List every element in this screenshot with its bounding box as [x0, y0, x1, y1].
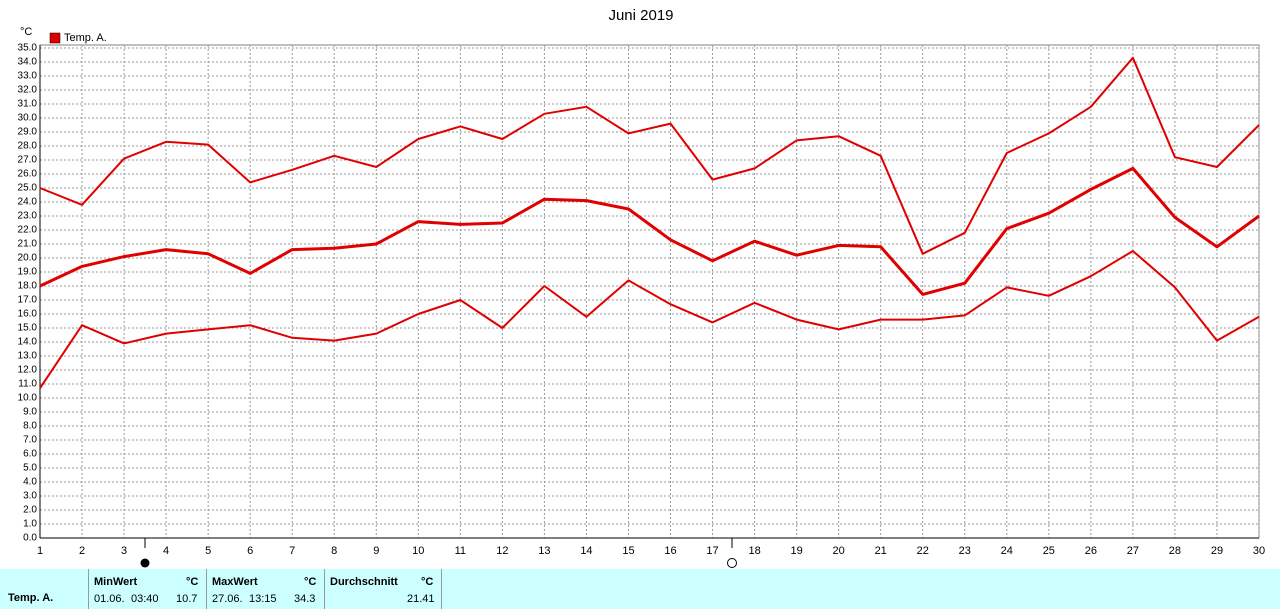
- x-tick-label: 6: [247, 545, 253, 557]
- y-tick-label: 31.0: [18, 99, 38, 110]
- x-tick-label: 1: [37, 545, 43, 557]
- min-header: MinWert: [94, 576, 138, 588]
- full-moon-icon: [140, 558, 150, 568]
- y-tick-label: 19.0: [18, 267, 38, 278]
- y-tick-label: 35.0: [18, 43, 38, 54]
- max-value: 34.3: [294, 593, 316, 605]
- y-tick-label: 15.0: [18, 323, 38, 334]
- row-label: Temp. A.: [8, 592, 54, 604]
- y-tick-label: 11.0: [18, 379, 37, 390]
- y-tick-label: 20.0: [18, 253, 38, 264]
- y-tick-label: 8.0: [23, 421, 37, 432]
- x-tick-label: 17: [706, 545, 718, 557]
- summary-table: Temp. A. MinWert °C 01.06. 03:40 10.7 Ma…: [0, 569, 1280, 609]
- y-tick-label: 18.0: [18, 281, 38, 292]
- y-tick-label: 12.0: [18, 365, 38, 376]
- y-tick-label: 16.0: [18, 309, 38, 320]
- min-time: 03:40: [131, 593, 159, 605]
- x-tick-label: 18: [748, 545, 760, 557]
- y-tick-label: 34.0: [18, 57, 38, 68]
- y-tick-label: 10.0: [18, 393, 38, 404]
- min-value: 10.7: [176, 593, 198, 605]
- y-unit: °C: [20, 26, 32, 38]
- series-line: [39, 56, 1260, 255]
- separator: [441, 569, 442, 609]
- min-date: 01.06.: [94, 593, 125, 605]
- legend-swatch: [49, 32, 61, 44]
- chart: Juni 2019 °C Temp. A. 0.0 1.0 2.0 3.0 4.0 5.0…: [18, 7, 1265, 568]
- y-tick-label: 21.0: [18, 239, 38, 250]
- x-tick-label: 25: [1043, 545, 1055, 557]
- y-tick-label: 26.0: [18, 169, 38, 180]
- avg-header: Durchschnitt: [330, 576, 398, 588]
- x-tick-label: 8: [331, 545, 337, 557]
- x-tick-label: 23: [959, 545, 971, 557]
- y-tick-label: 2.0: [23, 505, 37, 516]
- y-tick-label: 0.0: [23, 533, 37, 544]
- y-tick-label: 1.0: [23, 519, 37, 530]
- x-tick-label: 19: [790, 545, 802, 557]
- x-tick-label: 9: [373, 545, 379, 557]
- y-tick-label: 3.0: [23, 491, 37, 502]
- max-time: 13:15: [249, 593, 277, 605]
- max-date: 27.06.: [212, 593, 243, 605]
- x-tick-label: 21: [875, 545, 887, 557]
- y-tick-label: 30.0: [18, 113, 38, 124]
- y-tick-label: 14.0: [18, 337, 38, 348]
- x-tick-label: 22: [917, 545, 929, 557]
- x-tick-label: 30: [1253, 545, 1265, 557]
- y-tick-label: 23.0: [18, 211, 38, 222]
- y-tick-label: 29.0: [18, 127, 38, 138]
- x-tick-label: 2: [79, 545, 85, 557]
- x-tick-label: 16: [664, 545, 676, 557]
- series-line: [39, 250, 1260, 389]
- y-tick-label: 7.0: [23, 435, 37, 446]
- x-tick-label: 5: [205, 545, 211, 557]
- avg-unit: °C: [421, 576, 434, 588]
- separator: [88, 569, 89, 609]
- x-tick-label: 10: [412, 545, 424, 557]
- x-tick-label: 14: [580, 545, 592, 557]
- chart-title: Juni 2019: [608, 7, 673, 24]
- separator: [206, 569, 207, 609]
- x-tick-label: 4: [163, 545, 169, 557]
- y-tick-label: 32.0: [18, 85, 38, 96]
- legend-label: Temp. A.: [64, 32, 107, 44]
- y-tick-label: 17.0: [18, 295, 38, 306]
- new-moon-icon: [727, 558, 737, 568]
- y-tick-label: 28.0: [18, 141, 38, 152]
- x-tick-label: 7: [289, 545, 295, 557]
- separator: [324, 569, 325, 609]
- y-tick-label: 24.0: [18, 197, 38, 208]
- y-tick-label: 25.0: [18, 183, 38, 194]
- y-tick-label: 22.0: [18, 225, 38, 236]
- y-tick-label: 4.0: [23, 477, 37, 488]
- x-tick-label: 15: [622, 545, 634, 557]
- series-line: [39, 166, 1260, 296]
- x-tick-label: 12: [496, 545, 508, 557]
- x-tick-label: 20: [833, 545, 845, 557]
- min-unit: °C: [186, 576, 199, 588]
- x-tick-label: 3: [121, 545, 127, 557]
- y-tick-label: 6.0: [23, 449, 37, 460]
- max-header: MaxWert: [212, 576, 258, 588]
- x-tick-label: 26: [1085, 545, 1097, 557]
- y-tick-label: 9.0: [23, 407, 37, 418]
- y-tick-label: 33.0: [18, 71, 38, 82]
- y-tick-label: 5.0: [23, 463, 37, 474]
- x-tick-label: 27: [1127, 545, 1139, 557]
- y-tick-label: 27.0: [18, 155, 38, 166]
- avg-value: 21.41: [407, 593, 435, 605]
- x-tick-label: 28: [1169, 545, 1181, 557]
- x-tick-label: 29: [1211, 545, 1223, 557]
- x-tick-label: 24: [1001, 545, 1013, 557]
- x-tick-label: 11: [455, 545, 466, 557]
- x-tick-label: 13: [538, 545, 550, 557]
- y-tick-label: 13.0: [18, 351, 38, 362]
- max-unit: °C: [304, 576, 317, 588]
